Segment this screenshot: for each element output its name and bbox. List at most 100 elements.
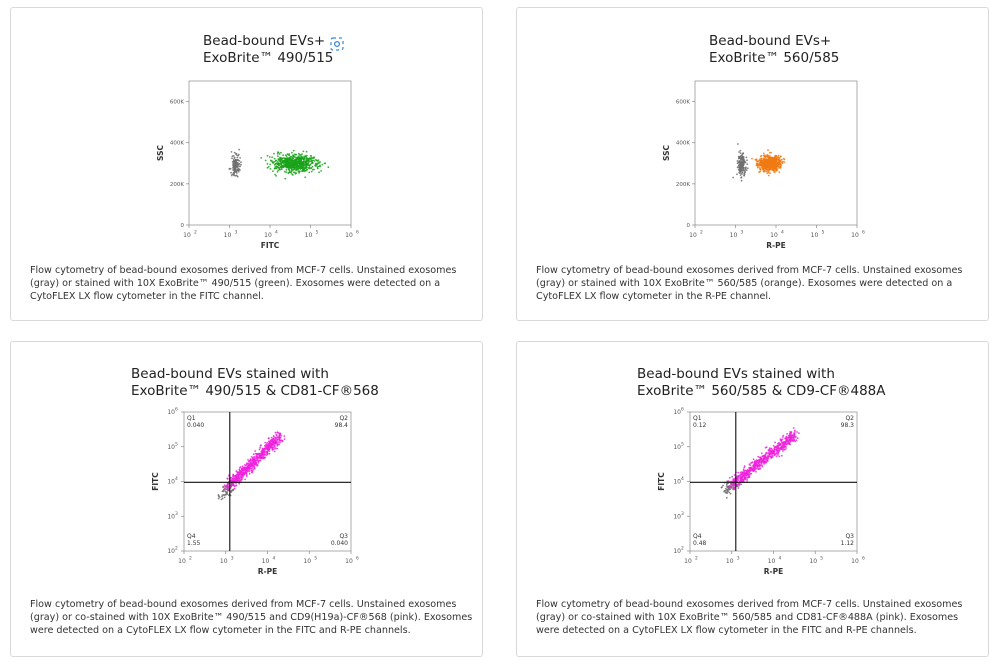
data-point-green [287,163,290,166]
data-point-pink [235,484,238,487]
x-tick-exponent: 2 [189,556,192,562]
data-point-pink [245,463,248,466]
data-point-green [272,170,274,172]
data-point-orange [763,170,766,173]
data-point-pink [226,477,229,480]
data-point-pink [758,456,761,459]
data-point-gray [232,159,235,161]
data-point-gray [741,163,743,166]
data-point-orange [764,162,766,165]
x-tick-exponent: 2 [194,230,197,236]
x-tick-label: 10 [684,558,692,565]
data-point-pink [253,461,256,464]
data-point-pink [766,458,769,461]
data-point-gray [222,489,225,492]
data-point-gray [742,169,745,172]
quadrant-label: Q2 [845,415,854,422]
data-point-pink [272,435,275,437]
data-point-green [275,159,278,162]
data-point-pink [276,439,279,441]
data-point-gray [236,156,239,159]
data-point-pink [785,435,788,438]
data-point-green [276,152,279,155]
data-point-pink [272,446,274,449]
zoom-icon[interactable] [330,37,344,51]
data-point-pink [779,448,782,450]
data-point-pink [750,466,753,469]
data-point-pink [780,444,782,447]
data-point-green [313,160,316,162]
data-point-gray [743,173,746,175]
data-point-pink [770,456,773,459]
data-point-pink [736,475,738,478]
data-point-orange [774,166,777,169]
data-point-pink [264,447,267,450]
data-point-green [286,157,288,159]
x-tick-label: 10 [262,558,270,565]
data-point-green [275,175,278,177]
data-point-orange [765,161,767,163]
data-point-pink [749,472,752,475]
data-point-pink [762,457,765,460]
x-tick-label: 10 [264,232,272,239]
y-tick-label: 200K [170,182,184,188]
data-point-gray [746,159,748,162]
data-point-pink [746,476,748,479]
data-point-green [292,157,294,160]
data-point-green [298,162,301,165]
data-point-green [266,166,269,169]
data-point-pink [259,445,262,447]
data-point-green [279,168,281,171]
data-point-pink [771,455,774,457]
data-point-gray [740,161,743,164]
data-point-gray [743,171,746,174]
data-point-pink [236,473,238,476]
data-point-pink [274,439,276,441]
data-point-orange [770,168,773,171]
quadrant-label: Q1 [693,415,702,422]
data-point-pink [767,455,769,457]
data-point-green [304,167,306,170]
x-tick-label: 10 [851,558,859,565]
data-point-pink [783,446,785,449]
data-point-pink [235,479,238,482]
data-point-orange [766,172,769,175]
data-point-green [302,158,305,160]
data-point-pink [731,484,734,486]
data-point-gray [236,169,239,172]
data-point-orange [776,164,779,167]
data-point-green [292,161,295,163]
data-point-pink [244,472,247,475]
data-point-pink [760,462,763,465]
data-point-pink [782,445,784,448]
quadrant-value: 0.12 [693,422,707,429]
data-point-green [286,161,289,164]
data-point-green [280,168,283,170]
data-point-pink [731,482,734,485]
data-point-gray [223,496,226,499]
data-point-pink [763,455,765,457]
data-point-green [313,156,315,158]
data-point-green [281,157,284,160]
data-point-pink [272,438,275,440]
data-point-pink [754,463,756,466]
data-point-green [285,164,288,167]
x-tick-exponent: 5 [314,556,317,562]
data-point-pink [276,444,279,447]
data-point-pink [761,455,764,457]
data-point-orange [775,155,777,158]
data-point-pink [224,487,227,490]
x-tick-exponent: 6 [356,230,359,236]
data-point-gray [736,485,738,488]
data-point-gray [739,172,741,175]
figure-title-2: Bead-bound EVs+ ExoBrite™ 560/585 [709,33,988,67]
quadrant-label: Q4 [187,533,196,540]
data-point-pink [769,452,771,454]
data-point-green [282,159,284,162]
y-tick-exponent: 5 [681,441,684,447]
data-point-pink [774,453,777,455]
data-point-pink [279,439,282,442]
y-tick-label: 10 [673,409,681,416]
data-point-green [266,154,269,157]
